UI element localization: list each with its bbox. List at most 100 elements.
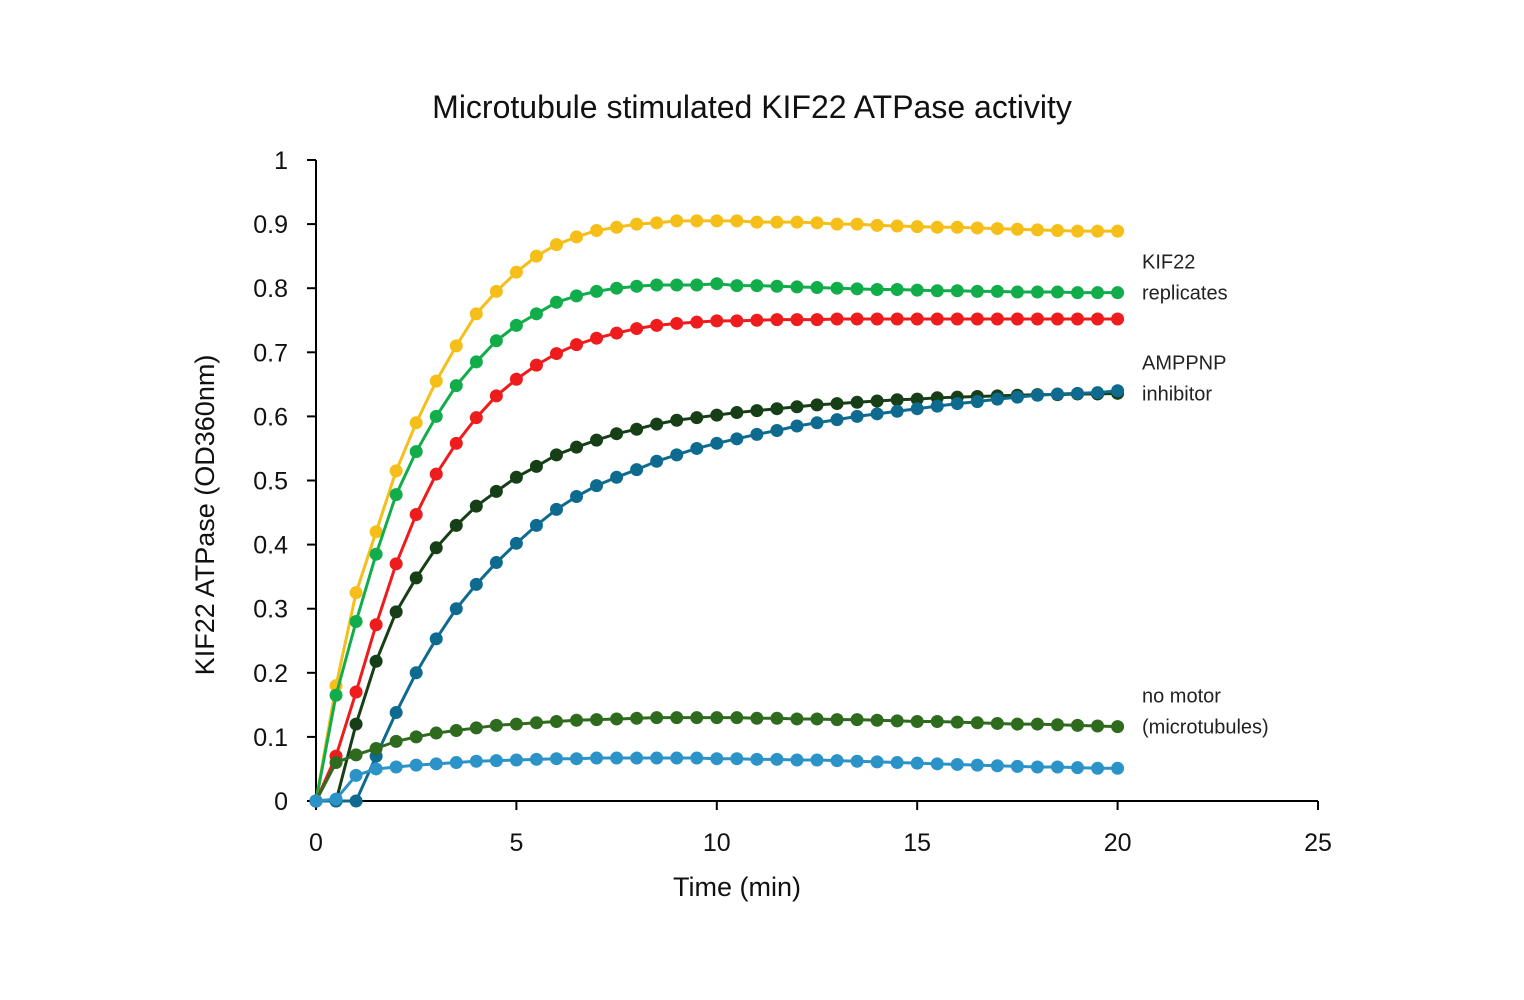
data-point bbox=[830, 397, 844, 411]
data-point bbox=[549, 238, 563, 252]
data-point bbox=[449, 602, 463, 616]
data-point bbox=[990, 222, 1004, 236]
data-point bbox=[770, 752, 784, 766]
data-point bbox=[710, 752, 724, 766]
annotation-label: AMPPNP bbox=[1142, 352, 1226, 374]
data-point bbox=[990, 759, 1004, 773]
data-point bbox=[1091, 286, 1105, 300]
data-point bbox=[1111, 720, 1125, 734]
data-point bbox=[349, 748, 363, 762]
data-point bbox=[409, 758, 423, 772]
data-point bbox=[750, 215, 764, 229]
data-point bbox=[469, 499, 483, 513]
data-point bbox=[349, 717, 363, 731]
y-tick-label: 0.7 bbox=[253, 339, 288, 367]
data-point bbox=[830, 713, 844, 727]
data-point bbox=[970, 758, 984, 772]
data-point bbox=[529, 307, 543, 321]
data-point bbox=[750, 313, 764, 327]
data-point bbox=[690, 214, 704, 228]
data-point bbox=[1010, 285, 1024, 299]
data-point bbox=[790, 712, 804, 726]
data-point bbox=[610, 712, 624, 726]
data-point bbox=[429, 757, 443, 771]
data-point bbox=[590, 751, 604, 765]
data-point bbox=[990, 716, 1004, 730]
y-tick-label: 0 bbox=[274, 788, 288, 816]
data-point bbox=[1030, 285, 1044, 299]
data-point bbox=[1091, 312, 1105, 326]
data-point bbox=[329, 756, 343, 770]
data-point bbox=[610, 470, 624, 484]
data-point bbox=[570, 490, 584, 504]
data-point bbox=[730, 406, 744, 420]
data-point bbox=[1071, 761, 1085, 775]
data-point bbox=[850, 754, 864, 768]
data-point bbox=[529, 249, 543, 263]
data-point bbox=[509, 372, 523, 386]
data-point bbox=[870, 407, 884, 421]
data-point bbox=[870, 713, 884, 727]
data-point bbox=[710, 436, 724, 450]
data-point bbox=[469, 411, 483, 425]
data-point bbox=[529, 459, 543, 473]
data-point bbox=[950, 757, 964, 771]
annotation-label: replicates bbox=[1142, 283, 1228, 305]
data-point bbox=[509, 470, 523, 484]
data-point bbox=[389, 734, 403, 748]
series-kif22-replicate-2 bbox=[309, 277, 1125, 808]
data-point bbox=[670, 214, 684, 228]
data-point bbox=[610, 427, 624, 441]
data-point bbox=[970, 395, 984, 409]
data-point bbox=[570, 713, 584, 727]
data-point bbox=[549, 715, 563, 729]
x-tick-label: 10 bbox=[703, 829, 731, 857]
data-point bbox=[630, 751, 644, 765]
y-tick-label: 0.3 bbox=[253, 596, 288, 624]
data-point bbox=[389, 464, 403, 478]
series-amppnp-inhibitor-2 bbox=[309, 384, 1125, 808]
chart-title: Microtubule stimulated KIF22 ATPase acti… bbox=[432, 89, 1072, 125]
data-point bbox=[770, 711, 784, 725]
data-point bbox=[790, 419, 804, 433]
data-point bbox=[1091, 719, 1105, 733]
data-point bbox=[710, 314, 724, 328]
x-axis-label: Time (min) bbox=[673, 872, 801, 902]
data-point bbox=[1071, 224, 1085, 238]
data-point bbox=[810, 416, 824, 430]
data-point bbox=[409, 507, 423, 521]
data-point bbox=[469, 355, 483, 369]
data-point bbox=[890, 756, 904, 770]
data-point bbox=[469, 577, 483, 591]
data-point bbox=[830, 281, 844, 295]
data-point bbox=[549, 347, 563, 361]
data-point bbox=[950, 284, 964, 298]
data-point bbox=[429, 632, 443, 646]
data-point bbox=[970, 284, 984, 298]
data-point bbox=[890, 404, 904, 418]
data-point bbox=[1050, 760, 1064, 774]
data-point bbox=[1050, 312, 1064, 326]
data-point bbox=[509, 717, 523, 731]
data-point bbox=[750, 711, 764, 725]
data-point bbox=[810, 281, 824, 295]
data-point bbox=[349, 586, 363, 600]
data-point bbox=[1010, 717, 1024, 731]
data-point bbox=[1050, 718, 1064, 732]
data-point bbox=[930, 284, 944, 298]
x-tick-label: 0 bbox=[309, 829, 323, 857]
data-point bbox=[750, 427, 764, 441]
data-point bbox=[449, 379, 463, 393]
data-point bbox=[830, 413, 844, 427]
data-point bbox=[890, 312, 904, 326]
data-point bbox=[990, 312, 1004, 326]
data-point bbox=[630, 463, 644, 477]
data-point bbox=[730, 314, 744, 328]
data-point bbox=[529, 358, 543, 372]
data-point bbox=[329, 792, 343, 806]
y-tick-label: 0.9 bbox=[253, 211, 288, 239]
data-point bbox=[570, 289, 584, 303]
data-point bbox=[469, 307, 483, 321]
data-point bbox=[449, 723, 463, 737]
data-point bbox=[590, 331, 604, 345]
